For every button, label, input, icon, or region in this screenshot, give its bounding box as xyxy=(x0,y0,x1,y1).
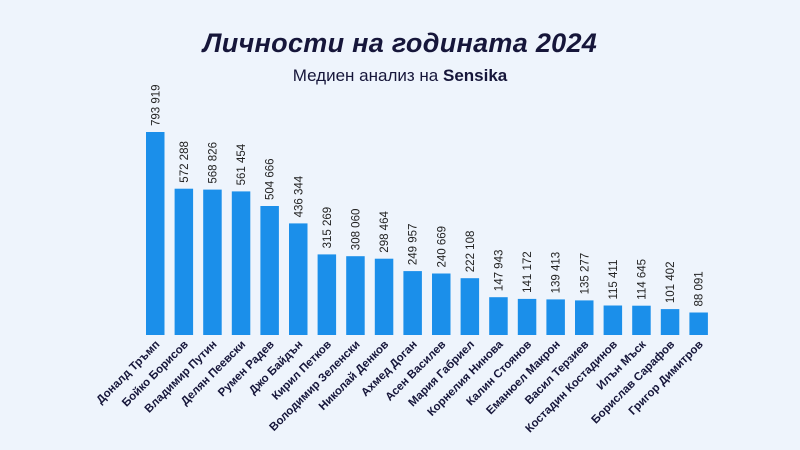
bar-5 xyxy=(260,206,279,335)
chart-title: Личности на годината 2024 xyxy=(202,28,598,58)
value-label-16: 135 277 xyxy=(579,253,591,295)
bar-1 xyxy=(146,132,165,335)
chart-subtitle: Медиен анализ на Sensika xyxy=(0,66,800,86)
bar-7 xyxy=(317,254,337,335)
bar-20 xyxy=(689,312,708,335)
bar-18 xyxy=(632,305,651,335)
value-label-12: 222 108 xyxy=(465,231,477,273)
value-label-2: 572 288 xyxy=(179,141,191,183)
bar-19 xyxy=(660,309,680,335)
value-label-17: 115 411 xyxy=(608,260,620,300)
value-label-14: 141 172 xyxy=(522,251,534,293)
value-label-19: 101 402 xyxy=(665,262,677,304)
value-label-9: 298 464 xyxy=(379,211,391,253)
value-label-6: 436 344 xyxy=(293,175,305,217)
bar-12 xyxy=(460,278,480,335)
subtitle-prefix: Медиен анализ на xyxy=(292,66,439,85)
bar-13 xyxy=(489,297,508,335)
bar-17 xyxy=(603,305,623,335)
bar-14 xyxy=(517,298,537,335)
bar-4 xyxy=(231,191,251,335)
bar-9 xyxy=(374,258,394,335)
value-label-4: 561 454 xyxy=(236,143,248,185)
value-label-20: 88 091 xyxy=(694,271,706,306)
bar-15 xyxy=(546,299,565,335)
bar-6 xyxy=(289,223,308,335)
value-label-1: 793 919 xyxy=(150,84,162,126)
bar-2 xyxy=(174,188,194,335)
value-label-13: 147 943 xyxy=(494,250,506,292)
subtitle-brand: Sensika xyxy=(442,66,508,85)
value-label-7: 315 269 xyxy=(322,207,334,249)
value-label-10: 249 957 xyxy=(408,224,420,266)
bar-11 xyxy=(432,273,451,335)
bar-16 xyxy=(575,300,594,335)
value-label-15: 139 413 xyxy=(551,252,563,294)
value-label-18: 114 645 xyxy=(637,259,649,300)
value-label-5: 504 666 xyxy=(265,158,277,200)
value-label-8: 308 060 xyxy=(351,209,363,251)
bar-3 xyxy=(203,189,222,335)
value-label-3: 568 826 xyxy=(207,142,219,184)
bar-10 xyxy=(403,271,422,335)
bar-8 xyxy=(346,256,365,335)
value-label-11: 240 669 xyxy=(436,226,448,268)
